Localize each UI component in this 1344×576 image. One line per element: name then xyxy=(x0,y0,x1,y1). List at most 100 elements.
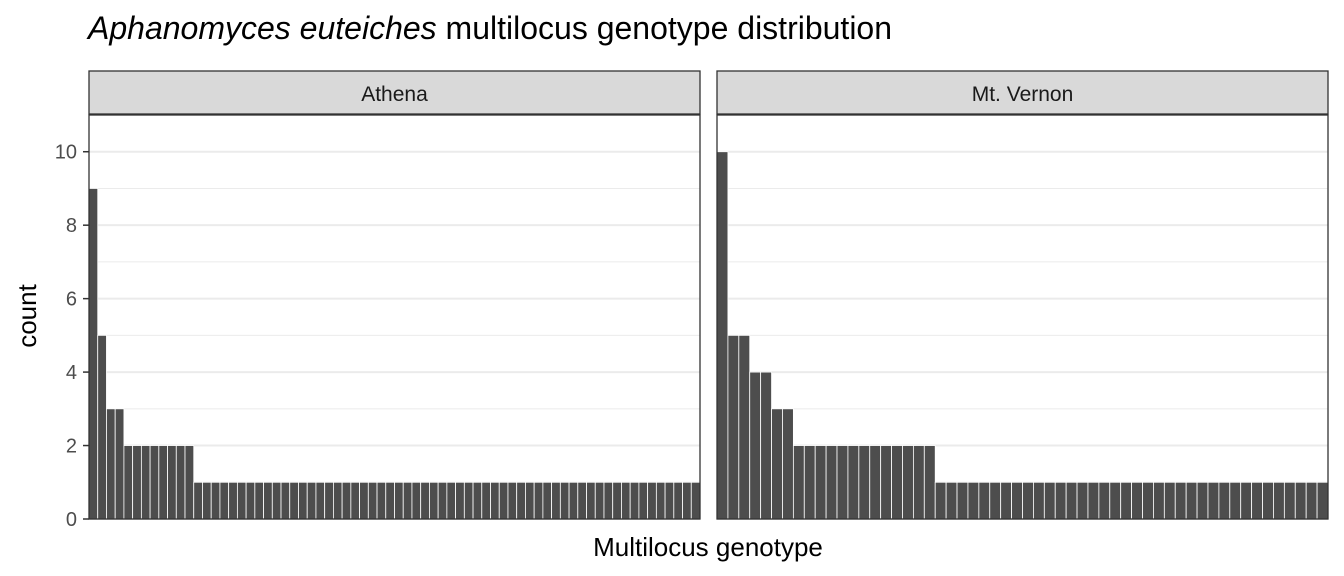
bar xyxy=(411,481,422,520)
y-tick-label: 6 xyxy=(66,289,77,311)
bar xyxy=(792,445,805,520)
bar xyxy=(210,481,221,520)
bar xyxy=(289,481,299,520)
bar xyxy=(1043,481,1056,520)
facet-panel: Athena xyxy=(88,70,701,520)
bar xyxy=(158,445,168,520)
bar xyxy=(332,481,343,520)
bar xyxy=(88,188,99,520)
facet-strip xyxy=(88,70,701,115)
facet-strip xyxy=(716,70,1329,115)
bar xyxy=(140,445,151,520)
facet-strip-label: Athena xyxy=(361,83,428,106)
bar xyxy=(814,445,827,520)
bar xyxy=(847,445,860,520)
bar xyxy=(1087,481,1100,520)
bar xyxy=(175,445,186,520)
bar xyxy=(1294,481,1307,520)
bar xyxy=(463,481,474,520)
bar xyxy=(429,481,439,520)
bar xyxy=(367,481,378,520)
bar xyxy=(516,481,526,520)
bar xyxy=(690,481,701,520)
bar xyxy=(1185,481,1198,520)
bar xyxy=(1163,481,1176,520)
bar xyxy=(1011,481,1023,520)
y-tick-label: 10 xyxy=(55,142,77,164)
bar xyxy=(603,481,614,520)
bar xyxy=(1229,481,1242,520)
bar xyxy=(912,445,925,520)
bar xyxy=(1153,481,1165,520)
bar xyxy=(923,445,936,520)
bar xyxy=(446,481,457,520)
bar xyxy=(967,481,980,520)
bar xyxy=(97,334,107,520)
bar xyxy=(359,481,369,520)
facet-panel: Mt. Vernon xyxy=(716,70,1329,520)
panels-layer: Athena Mt. Vernon xyxy=(88,70,1329,520)
bar xyxy=(228,481,238,520)
bar xyxy=(1273,481,1285,520)
chart-title-italic: Aphanomyces euteiches xyxy=(86,10,437,46)
bar xyxy=(385,481,395,520)
bar xyxy=(245,481,256,520)
bar xyxy=(350,481,360,520)
bar xyxy=(682,481,692,520)
bar xyxy=(1033,481,1045,520)
bar xyxy=(341,481,352,520)
bar xyxy=(123,445,134,520)
bar xyxy=(1109,481,1122,520)
y-axis-label: count xyxy=(12,283,42,347)
bar xyxy=(507,481,518,520)
bar xyxy=(869,445,882,520)
bar xyxy=(394,481,404,520)
y-tick-label: 2 xyxy=(66,436,77,458)
bar xyxy=(114,408,125,520)
bar xyxy=(638,481,649,520)
bar xyxy=(738,334,751,520)
bar xyxy=(1022,481,1034,520)
y-tick-label: 8 xyxy=(66,215,77,237)
y-tick-label: 0 xyxy=(66,509,77,531)
bar xyxy=(324,481,334,520)
y-axis: 0 2 4 6 8 10 xyxy=(55,142,89,531)
bar xyxy=(825,445,838,520)
facet-strip-label: Mt. Vernon xyxy=(972,83,1074,106)
bar xyxy=(934,481,947,520)
bar xyxy=(1000,481,1012,520)
bar xyxy=(498,481,509,520)
bar xyxy=(902,445,914,520)
bar xyxy=(716,151,729,520)
bar xyxy=(472,481,483,520)
bar xyxy=(402,481,413,520)
bar xyxy=(542,481,553,520)
bar xyxy=(621,481,631,520)
bar xyxy=(315,481,326,520)
bar xyxy=(280,481,291,520)
bar xyxy=(771,408,783,520)
bar xyxy=(836,445,849,520)
bar xyxy=(1251,481,1263,520)
bar xyxy=(533,481,544,520)
bar xyxy=(525,481,535,520)
panel-border xyxy=(88,114,701,520)
bar xyxy=(1207,481,1220,520)
bar xyxy=(945,481,958,520)
y-tick-label: 4 xyxy=(66,362,77,384)
bar xyxy=(1240,481,1253,520)
bar xyxy=(1196,481,1209,520)
bar xyxy=(193,481,203,520)
bar xyxy=(184,445,195,520)
bar xyxy=(673,481,683,520)
bar xyxy=(1054,481,1067,520)
chart-title-rest: multilocus genotype distribution xyxy=(437,10,892,46)
bar xyxy=(1131,481,1143,520)
bar xyxy=(749,371,762,520)
bar xyxy=(420,481,430,520)
bar xyxy=(490,481,500,520)
panel-border xyxy=(716,114,1329,520)
bar xyxy=(612,481,622,520)
bar xyxy=(978,481,991,520)
